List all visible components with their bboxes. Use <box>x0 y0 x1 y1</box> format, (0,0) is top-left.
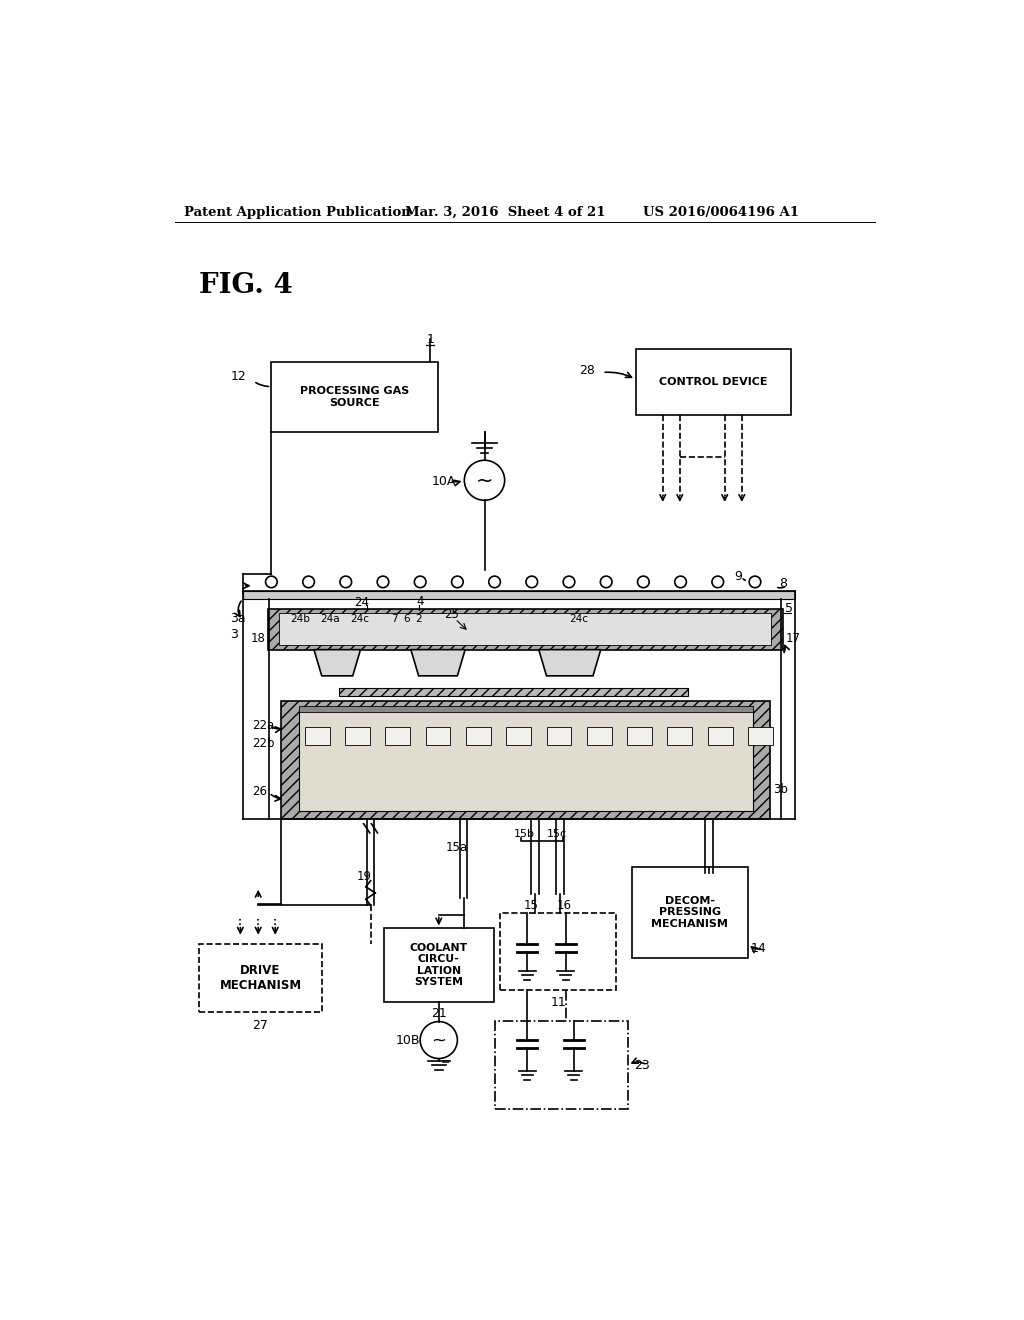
Bar <box>282 701 770 818</box>
Bar <box>495 1020 628 1109</box>
Bar <box>200 944 322 1011</box>
Bar <box>305 726 330 744</box>
Text: 24a: 24a <box>321 614 340 624</box>
Text: 15: 15 <box>523 899 539 912</box>
Text: 9: 9 <box>734 570 742 583</box>
Bar <box>271 363 438 432</box>
Text: 17: 17 <box>785 632 800 645</box>
Text: 15b: 15b <box>514 829 535 838</box>
Text: 24c: 24c <box>569 614 589 624</box>
Text: 16: 16 <box>557 899 571 912</box>
Bar <box>466 726 490 744</box>
Text: 6: 6 <box>403 614 410 624</box>
Bar <box>299 706 753 711</box>
Text: 12: 12 <box>230 370 246 383</box>
Text: DRIVE
MECHANISM: DRIVE MECHANISM <box>219 964 302 991</box>
Text: Patent Application Publication: Patent Application Publication <box>183 206 411 219</box>
Text: 15c: 15c <box>547 829 566 838</box>
Text: 21: 21 <box>431 1007 446 1020</box>
Text: 10B: 10B <box>395 1034 420 1047</box>
Bar <box>243 591 795 599</box>
Bar <box>384 928 494 1002</box>
Bar <box>426 726 451 744</box>
Text: 24: 24 <box>354 597 370 610</box>
Text: 14: 14 <box>751 942 766 954</box>
Text: 8: 8 <box>779 577 787 590</box>
Text: COOLANT
CIRCU-
LATION
SYSTEM: COOLANT CIRCU- LATION SYSTEM <box>410 942 468 987</box>
Bar <box>587 726 611 744</box>
Text: 27: 27 <box>253 1019 268 1032</box>
Text: 22b: 22b <box>252 737 274 750</box>
Text: DECOM-
PRESSING
MECHANISM: DECOM- PRESSING MECHANISM <box>651 896 728 929</box>
Bar <box>299 709 753 812</box>
Text: 24b: 24b <box>290 614 310 624</box>
Polygon shape <box>539 649 601 676</box>
Text: 10A: 10A <box>432 475 456 488</box>
Text: 23: 23 <box>634 1059 650 1072</box>
Text: PROCESSING GAS
SOURCE: PROCESSING GAS SOURCE <box>300 387 410 408</box>
Bar <box>345 726 370 744</box>
Bar <box>632 867 748 958</box>
Text: US 2016/0064196 A1: US 2016/0064196 A1 <box>643 206 800 219</box>
Text: Mar. 3, 2016  Sheet 4 of 21: Mar. 3, 2016 Sheet 4 of 21 <box>406 206 606 219</box>
Text: =: = <box>441 1056 451 1067</box>
Text: 25: 25 <box>444 607 459 620</box>
Text: 26: 26 <box>252 785 267 797</box>
Bar <box>547 726 571 744</box>
Bar <box>627 726 652 744</box>
Text: 18: 18 <box>251 632 266 645</box>
Text: 22a: 22a <box>252 718 274 731</box>
Text: 5: 5 <box>785 602 794 615</box>
Bar <box>339 688 687 696</box>
Text: 7: 7 <box>391 614 398 624</box>
Text: 24c: 24c <box>350 614 370 624</box>
Text: 3a: 3a <box>230 611 246 624</box>
Polygon shape <box>314 649 360 676</box>
Bar <box>267 609 783 649</box>
Text: 2: 2 <box>415 614 421 624</box>
Text: FIG. 4: FIG. 4 <box>200 272 293 300</box>
Bar <box>668 726 692 744</box>
Text: 3: 3 <box>230 628 239 640</box>
Text: ~: ~ <box>476 470 494 490</box>
Text: 15a: 15a <box>445 841 468 854</box>
Bar <box>748 726 773 744</box>
Bar <box>708 726 732 744</box>
Bar <box>385 726 410 744</box>
Text: 4: 4 <box>417 595 424 609</box>
Text: CONTROL DEVICE: CONTROL DEVICE <box>658 378 767 387</box>
Bar <box>506 726 531 744</box>
Text: 19: 19 <box>356 870 372 883</box>
Bar <box>500 913 616 990</box>
Bar <box>280 614 771 645</box>
Text: 1: 1 <box>426 333 434 346</box>
Text: 28: 28 <box>579 363 595 376</box>
Text: 11: 11 <box>550 995 566 1008</box>
Text: 3b: 3b <box>773 783 788 796</box>
Text: ~: ~ <box>431 1031 446 1049</box>
Polygon shape <box>411 649 465 676</box>
Bar <box>636 350 791 414</box>
